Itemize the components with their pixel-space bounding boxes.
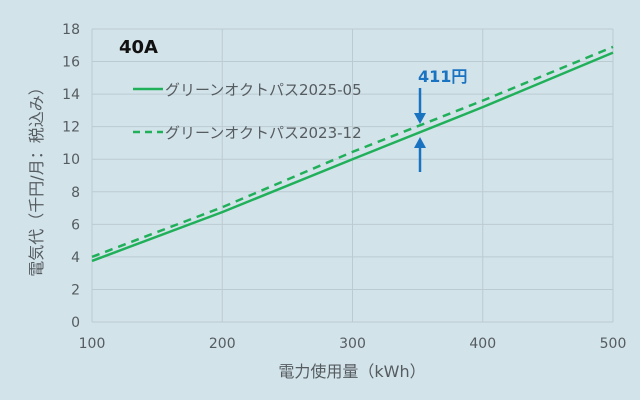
y-tick-label: 18: [62, 22, 80, 38]
y-tick-label: 2: [71, 282, 80, 298]
y-tick-label: 12: [62, 120, 80, 136]
y-tick-label: 16: [62, 55, 80, 71]
y-tick-label: 8: [71, 185, 80, 201]
difference-annotation: 411円: [414, 67, 467, 172]
x-axis-title: 電力使用量（kWh）: [278, 362, 425, 381]
y-tick-label: 14: [62, 87, 80, 103]
x-tick-label: 500: [600, 336, 627, 352]
x-tick-label: 200: [209, 336, 236, 352]
y-tick-label: 0: [71, 315, 80, 331]
down-arrow-head-icon: [414, 113, 426, 124]
grid-lines: [91, 28, 614, 323]
x-tick-label: 300: [339, 336, 366, 352]
annotation-label: 411円: [418, 67, 467, 86]
legend: グリーンオクトパス2025-05 グリーンオクトパス2023-12: [133, 81, 362, 142]
series-line-dashed: [91, 45, 614, 259]
panel-title: 40A: [119, 37, 158, 58]
up-arrow-head-icon: [414, 137, 426, 148]
x-tick-label: 100: [79, 336, 106, 352]
legend-dashed-label: グリーンオクトパス2023-12: [165, 124, 362, 142]
series-line-solid: [91, 51, 614, 263]
y-axis-title: 電気代（千円/月：税込み）: [27, 79, 46, 276]
y-tick-label: 10: [62, 152, 80, 168]
y-tick-label: 6: [71, 217, 80, 233]
y-axis-ticks: 0 2 4 6 8 10 12 14 16 18: [62, 22, 80, 331]
x-axis-ticks: 100 200 300 400 500: [79, 336, 627, 352]
legend-solid-label: グリーンオクトパス2025-05: [165, 81, 362, 99]
x-tick-label: 400: [469, 336, 496, 352]
y-tick-label: 4: [71, 250, 80, 266]
series-lines: [91, 45, 614, 263]
